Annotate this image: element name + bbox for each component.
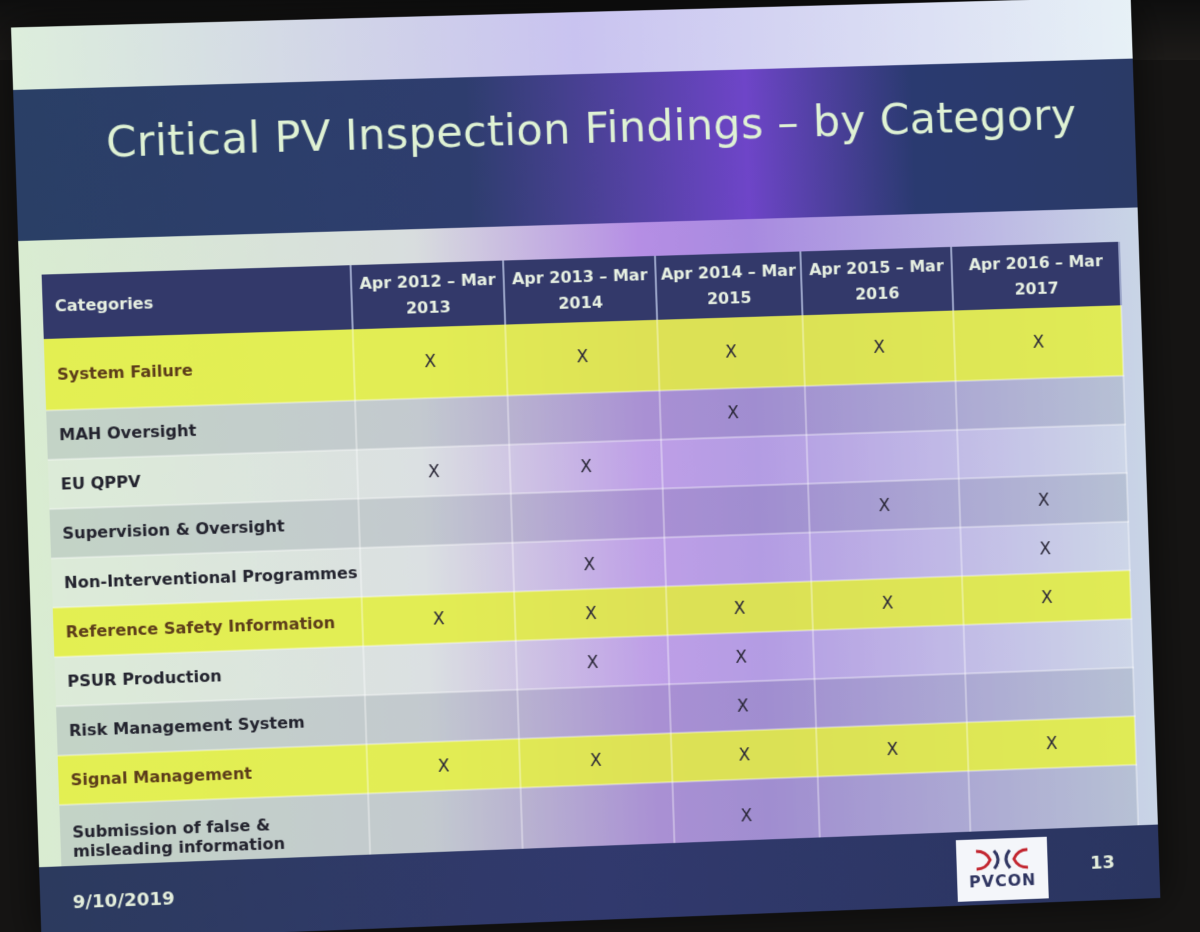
finding-mark-cell [358,493,513,548]
finding-mark-cell: X [356,444,511,499]
finding-mark-cell [359,542,515,598]
finding-mark-cell: X [361,591,516,647]
column-header-period: Apr 2013 – Mar 2014 [503,255,658,325]
column-header-period: Apr 2016 – Mar 2017 [951,241,1122,311]
finding-mark-cell [662,483,810,538]
finding-mark-cell: X [808,478,961,533]
projected-slide: Critical PV Inspection Findings – by Cat… [11,0,1161,932]
finding-mark-cell: X [966,716,1137,772]
finding-mark-cell [809,527,962,582]
finding-mark-cell: X [958,473,1129,528]
finding-mark-cell: X [352,324,508,401]
finding-mark-cell [814,673,967,728]
finding-mark-cell: X [811,576,964,631]
finding-mark-cell: X [960,521,1130,577]
finding-mark-cell [517,684,671,739]
finding-mark-cell: X [514,586,668,641]
logo-text: PVCON [968,869,1037,892]
finding-mark-cell [812,624,966,680]
finding-mark-cell [955,375,1126,430]
finding-mark-cell [363,640,518,696]
column-header-period: Apr 2012 – Mar 2013 [350,260,506,330]
findings-table: Categories Apr 2012 – Mar 2013 Apr 2013 … [41,241,1140,881]
finding-mark-cell: X [659,386,807,440]
finding-mark-cell: X [512,537,666,592]
finding-mark-cell [510,488,665,543]
finding-mark-cell: X [669,679,817,734]
finding-mark-cell: X [665,581,813,636]
finding-mark-cell: X [515,635,670,690]
finding-mark-cell [355,395,510,450]
column-header-categories: Categories [41,265,353,340]
finding-mark-cell: X [667,630,815,685]
finding-mark-cell: X [802,310,956,387]
pvcon-logo-icon [972,845,1032,873]
finding-mark-cell [804,381,958,435]
finding-mark-cell [507,390,662,445]
finding-mark-cell: X [518,733,673,788]
slide-date: 9/10/2019 [72,888,176,914]
finding-mark-cell [806,429,959,484]
finding-mark-cell [963,618,1134,674]
page-number: 13 [1089,852,1116,874]
column-header-period: Apr 2014 – Mar 2015 [654,251,803,320]
finding-mark-cell: X [657,315,805,391]
category-cell: System Failure [43,329,356,411]
finding-mark-cell: X [509,439,663,494]
finding-mark-cell: X [366,738,521,794]
finding-mark-cell: X [953,305,1124,382]
finding-mark-cell: X [505,319,660,396]
pvcon-logo: PVCON [955,836,1049,902]
column-header-period: Apr 2015 – Mar 2016 [800,246,954,316]
finding-mark-cell [364,689,519,745]
finding-mark-cell [664,532,812,587]
table-body: System Failure X X X X X MAH Oversight X EU QPPV… [43,305,1139,880]
finding-mark-cell [957,424,1127,479]
finding-mark-cell: X [961,570,1132,625]
finding-mark-cell: X [816,722,969,777]
finding-mark-cell [965,667,1135,723]
finding-mark-cell [661,434,809,489]
finding-mark-cell: X [670,727,818,783]
